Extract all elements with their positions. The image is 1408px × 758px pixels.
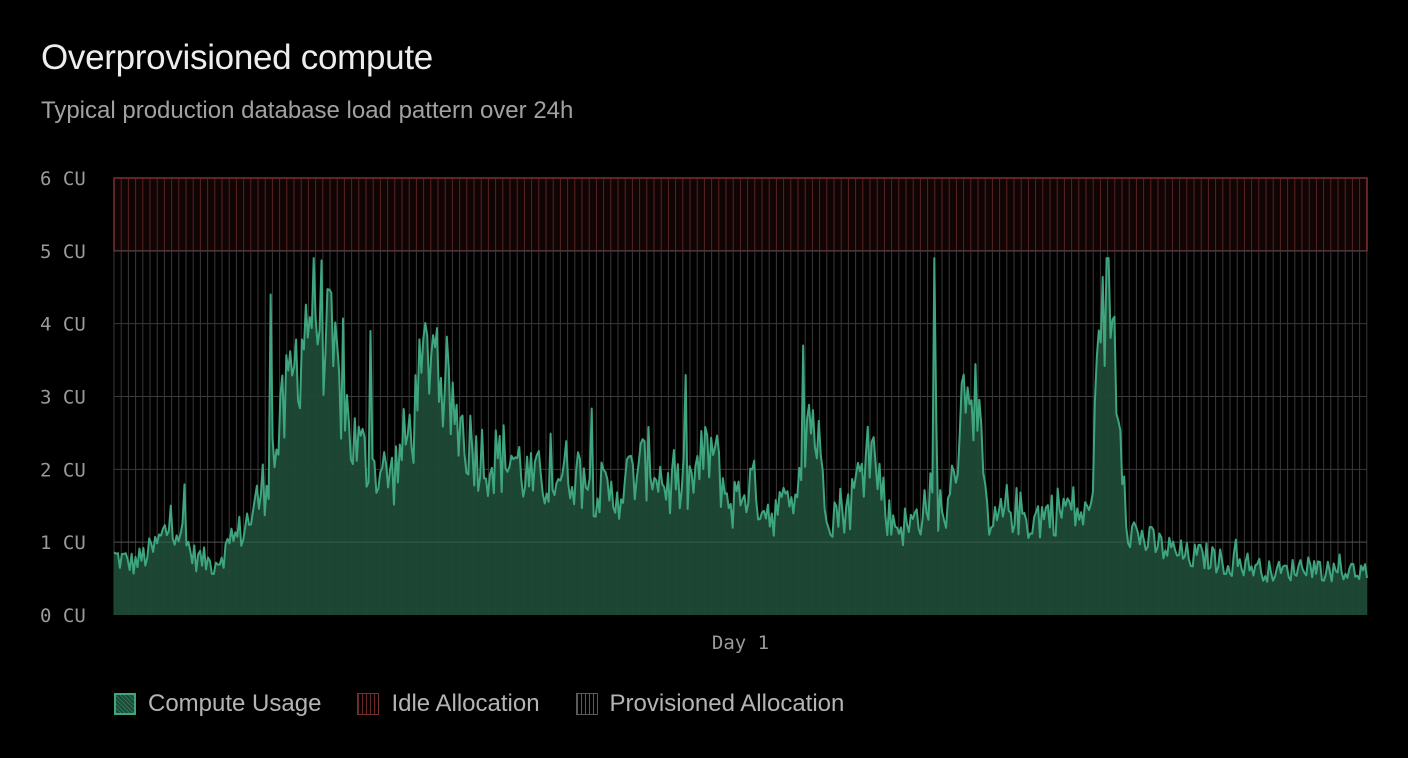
legend-item-compute-usage: Compute Usage [114,690,321,718]
y-tick-label: 4 CU [40,314,86,336]
provisioned-allocation-swatch-icon [575,693,598,715]
y-tick-label: 1 CU [40,532,86,554]
idle-allocation-swatch-icon [357,693,380,715]
y-tick-label: 6 CU [40,168,86,190]
chart: 0 CU 1 CU 2 CU 3 CU 4 CU 5 CU 6 CU Day 1 [40,168,1368,654]
legend: Compute Usage Idle Allocation Provisione… [114,690,844,718]
legend-item-provisioned-allocation: Provisioned Allocation [575,690,845,718]
legend-label: Idle Allocation [391,690,540,717]
y-tick-label: 5 CU [40,241,86,263]
y-tick-label: 2 CU [40,459,86,481]
y-tick-label: 3 CU [40,387,86,409]
legend-item-idle-allocation: Idle Allocation [357,690,540,718]
legend-label: Provisioned Allocation [609,690,845,717]
compute-usage-swatch-icon [114,693,136,715]
legend-label: Compute Usage [148,690,322,717]
chart-subtitle: Typical production database load pattern… [41,97,574,124]
y-tick-label: 0 CU [40,605,86,627]
idle-allocation-region [113,177,1368,252]
compute-usage-line [113,257,1368,583]
x-axis-label: Day 1 [712,632,769,654]
chart-title: Overprovisioned compute [41,38,433,77]
